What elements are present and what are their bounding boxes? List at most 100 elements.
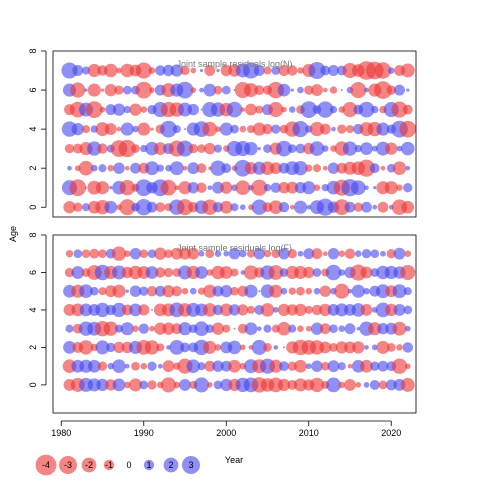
- residual-bubble: [219, 303, 233, 317]
- residual-bubble: [87, 63, 101, 78]
- residual-bubble: [129, 103, 142, 116]
- residual-bubble: [309, 121, 325, 137]
- residual-bubble: [255, 105, 264, 114]
- residual-bubble: [246, 125, 256, 134]
- residual-bubble: [297, 86, 304, 94]
- residual-bubble: [360, 359, 373, 373]
- residual-bubble: [404, 250, 412, 257]
- residual-bubble: [317, 101, 334, 118]
- residual-bubble: [100, 88, 105, 92]
- residual-bubble: [377, 323, 389, 335]
- residual-bubble: [320, 65, 331, 76]
- y-tick-label: 8: [28, 48, 38, 53]
- residual-bubble: [403, 183, 413, 193]
- residual-bubble: [369, 379, 380, 390]
- legend-bubble: [181, 455, 201, 475]
- residual-bubble: [355, 382, 362, 388]
- panel-log-n-y-axis: 0 2 4 6 8: [28, 48, 47, 210]
- residual-bubble: [202, 199, 218, 215]
- residual-bubble: [271, 66, 281, 75]
- residual-bubble: [277, 303, 291, 317]
- residual-bubble: [344, 378, 356, 391]
- residual-bubble: [203, 340, 217, 354]
- residual-bubble: [119, 179, 136, 196]
- residual-bubble: [187, 162, 200, 175]
- residual-bubble: [316, 198, 334, 216]
- residual-bubble: [327, 360, 340, 373]
- residual-bubble: [198, 250, 205, 257]
- residual-bubble: [393, 247, 406, 260]
- residual-bubble: [226, 101, 243, 118]
- residual-bubble: [190, 67, 197, 74]
- residual-bubble: [215, 126, 221, 132]
- residual-bubble: [322, 145, 329, 152]
- residual-bubble: [281, 106, 287, 113]
- residual-bubble: [129, 248, 142, 260]
- residual-bubble: [81, 125, 91, 134]
- residual-bubble: [98, 249, 107, 259]
- residual-bubble: [112, 284, 126, 298]
- panel-log-n: Joint sample residuals log(N) 0 2 4 6 8: [28, 48, 417, 218]
- residual-bubble: [313, 287, 321, 295]
- residual-bubble: [95, 181, 110, 195]
- residual-bubble: [151, 308, 153, 311]
- residual-bubble: [277, 83, 291, 97]
- residual-bubble: [170, 64, 183, 77]
- residual-bubble: [78, 160, 94, 176]
- y-tick-label: 8: [28, 232, 38, 237]
- residual-bubble: [403, 287, 412, 296]
- residual-bubble: [178, 102, 192, 117]
- residual-bubble: [372, 204, 378, 210]
- legend-bubble: [35, 454, 57, 476]
- residual-bubble: [269, 359, 283, 373]
- residual-bubble: [220, 285, 233, 298]
- residual-bubble: [355, 250, 362, 257]
- residual-bubble: [169, 161, 184, 176]
- legend-label: 2: [168, 460, 173, 470]
- residual-bubble: [360, 142, 373, 155]
- residual-bubble: [213, 380, 223, 390]
- residual-bubble: [197, 287, 206, 295]
- residual-bubble: [145, 266, 159, 279]
- residual-bubble: [181, 287, 189, 295]
- residual-bubble: [376, 122, 390, 136]
- residual-bubble: [263, 250, 272, 258]
- x-tick-label: 2000: [216, 428, 236, 438]
- residual-bubble: [244, 322, 258, 336]
- residual-bubble: [364, 185, 369, 191]
- y-tick-label: 0: [28, 382, 38, 387]
- residual-bubble: [344, 323, 356, 335]
- residual-bubble: [352, 341, 365, 354]
- residual-bubble: [87, 83, 101, 97]
- residual-bubble: [124, 165, 130, 171]
- residual-bubble: [239, 204, 246, 211]
- residual-bubble: [63, 201, 76, 214]
- residual-bubble: [360, 303, 373, 316]
- residual-bubble: [258, 290, 261, 293]
- residual-bubble: [230, 203, 239, 212]
- residual-bubble: [173, 381, 181, 389]
- residual-bubble: [297, 250, 304, 257]
- legend-label: 1: [146, 460, 151, 470]
- residual-bubble: [385, 379, 397, 391]
- residual-bubble: [135, 62, 152, 79]
- residual-bubble: [391, 101, 408, 118]
- residual-bubble: [131, 361, 140, 371]
- residual-bubble: [147, 249, 157, 259]
- residual-bubble: [371, 344, 378, 351]
- residual-bubble: [212, 360, 224, 372]
- residual-bubble: [361, 201, 372, 213]
- residual-bubble: [179, 378, 191, 391]
- residual-bubble: [219, 200, 233, 214]
- residual-bubble: [160, 377, 177, 393]
- legend-bubble: [143, 459, 155, 471]
- residual-bubble: [338, 250, 346, 257]
- residual-bubble: [385, 303, 398, 317]
- residual-bubble: [182, 165, 188, 171]
- panel-log-f-frame: [52, 234, 417, 414]
- residual-bubble: [85, 186, 87, 189]
- residual-bubble: [272, 307, 279, 313]
- residual-bubble: [196, 163, 207, 174]
- residual-bubble: [79, 284, 93, 298]
- residual-bubble: [368, 322, 382, 336]
